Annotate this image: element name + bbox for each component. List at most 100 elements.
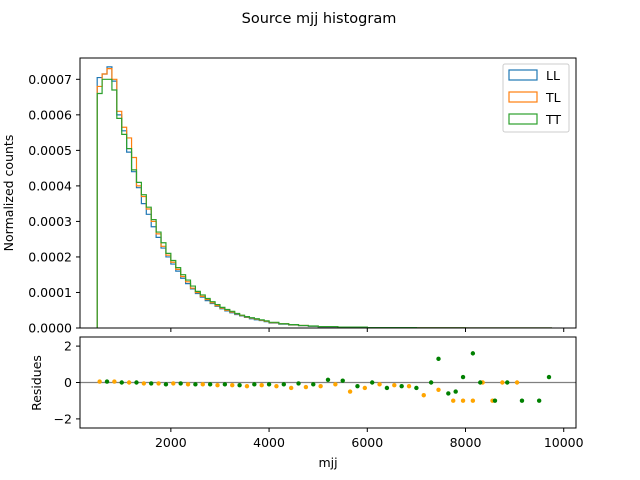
residue-point: [274, 383, 279, 389]
residue-point: [370, 380, 375, 385]
residue-point: [303, 384, 309, 390]
residue-point: [171, 381, 176, 386]
residue-point: [237, 383, 242, 388]
histogram-axes-frame: [79, 57, 577, 329]
histogram-y-tick-label: 0.0002: [28, 249, 72, 264]
residue-point: [546, 374, 552, 380]
residue-point: [500, 380, 505, 385]
residues-x-label: mjj: [318, 455, 337, 470]
residue-point: [362, 385, 368, 391]
residue-point: [333, 382, 338, 387]
residue-point: [244, 383, 250, 389]
residue-point: [296, 381, 301, 386]
residue-point: [460, 398, 466, 403]
residue-point: [126, 380, 132, 385]
residue-point: [104, 379, 110, 384]
residue-point: [470, 351, 476, 356]
residue-point: [149, 381, 154, 386]
residue-point: [451, 398, 456, 403]
residues-y-tick-label: −2: [54, 411, 72, 426]
histogram-y-tick-label: 0.0005: [28, 143, 72, 158]
residue-point: [193, 382, 198, 387]
legend-swatch-ll: [508, 69, 538, 81]
residue-point: [200, 382, 205, 387]
residues-y-ticks: −2 0 2: [54, 339, 80, 426]
residue-point: [222, 382, 228, 387]
residues-panel: −2 0 2 2000 4000 6000 8000 10000 Residues mjj: [29, 336, 584, 470]
residue-point: [436, 356, 441, 362]
residue-point: [259, 383, 264, 388]
histogram-series-tl: [96, 68, 553, 329]
residue-point: [178, 381, 183, 386]
residues-x-ticks: 2000 4000 6000 8000 10000: [155, 428, 584, 450]
residue-point: [281, 382, 286, 387]
histogram-y-tick-label: 0.0000: [28, 321, 72, 336]
residue-point: [384, 385, 390, 391]
histogram-y-tick-label: 0.0004: [28, 178, 72, 193]
histogram-y-tick-label: 0.0007: [28, 72, 72, 87]
residue-point: [428, 380, 434, 385]
residues-x-tick-label: 10000: [544, 435, 584, 450]
residue-point: [112, 379, 117, 384]
residue-point: [266, 382, 272, 387]
histogram-y-ticks: 0.0000 0.0001 0.0002 0.0003 0.0004 0.0005 0.00…: [28, 72, 80, 336]
residues-x-tick-label: 4000: [253, 435, 285, 450]
residue-point: [514, 380, 520, 385]
legend-label-tt: TT: [545, 112, 561, 127]
histogram-series-ll: [96, 66, 553, 329]
histogram-y-label: Normalized counts: [1, 135, 16, 252]
residues-x-tick-label: 2000: [155, 435, 187, 450]
residue-point: [156, 381, 161, 386]
residue-point: [207, 382, 213, 387]
legend-swatch-tl: [508, 91, 538, 103]
residue-point: [460, 374, 466, 380]
residue-point: [536, 398, 542, 403]
residue-point: [311, 382, 316, 387]
residues-x-tick-label: 6000: [351, 435, 383, 450]
residue-point: [252, 382, 257, 387]
residue-point: [163, 382, 169, 387]
residue-point: [519, 398, 525, 403]
residue-point: [453, 389, 458, 394]
legend-label-ll: LL: [546, 68, 560, 83]
residue-point: [414, 385, 419, 391]
residue-point: [119, 380, 124, 385]
residue-point: [288, 385, 294, 391]
residue-point: [185, 382, 191, 387]
residue-point: [230, 383, 235, 388]
residue-point: [347, 389, 353, 394]
residue-point: [470, 398, 476, 403]
residues-plot-area: [80, 351, 576, 403]
residue-point: [421, 393, 426, 398]
residues-x-tick-label: 8000: [450, 435, 482, 450]
residue-point: [141, 381, 147, 386]
residue-point: [318, 383, 323, 389]
histogram-y-tick-label: 0.0001: [28, 285, 72, 300]
legend-swatch-tt: [508, 113, 538, 125]
residue-point: [492, 398, 498, 403]
residue-point: [505, 380, 510, 385]
residue-point: [436, 387, 441, 392]
residues-y-tick-label: 0: [64, 375, 72, 390]
histogram-y-tick-label: 0.0006: [28, 107, 72, 122]
residue-point: [406, 383, 412, 389]
histogram-panel: 0.0000 0.0001 0.0002 0.0003 0.0004 0.0005 0.00…: [1, 57, 577, 336]
residues-y-tick-label: 2: [64, 339, 72, 354]
residue-point: [478, 380, 483, 385]
histogram-series-tt: [96, 78, 553, 329]
residue-point: [377, 382, 382, 387]
residue-point: [399, 383, 404, 389]
legend-label-tl: TL: [545, 90, 561, 105]
chart-title: Source mjj histogram: [242, 11, 397, 27]
residue-point: [446, 391, 451, 396]
residue-point: [97, 379, 102, 384]
histogram-plot-area: [96, 66, 553, 329]
residue-point: [355, 383, 360, 389]
residues-y-label: Residues: [29, 355, 44, 411]
residue-point: [340, 378, 345, 383]
residue-point: [215, 383, 220, 388]
legend-box: [502, 63, 570, 133]
legend: LL TL TT: [502, 63, 570, 133]
histogram-x-ticks: [170, 328, 565, 332]
